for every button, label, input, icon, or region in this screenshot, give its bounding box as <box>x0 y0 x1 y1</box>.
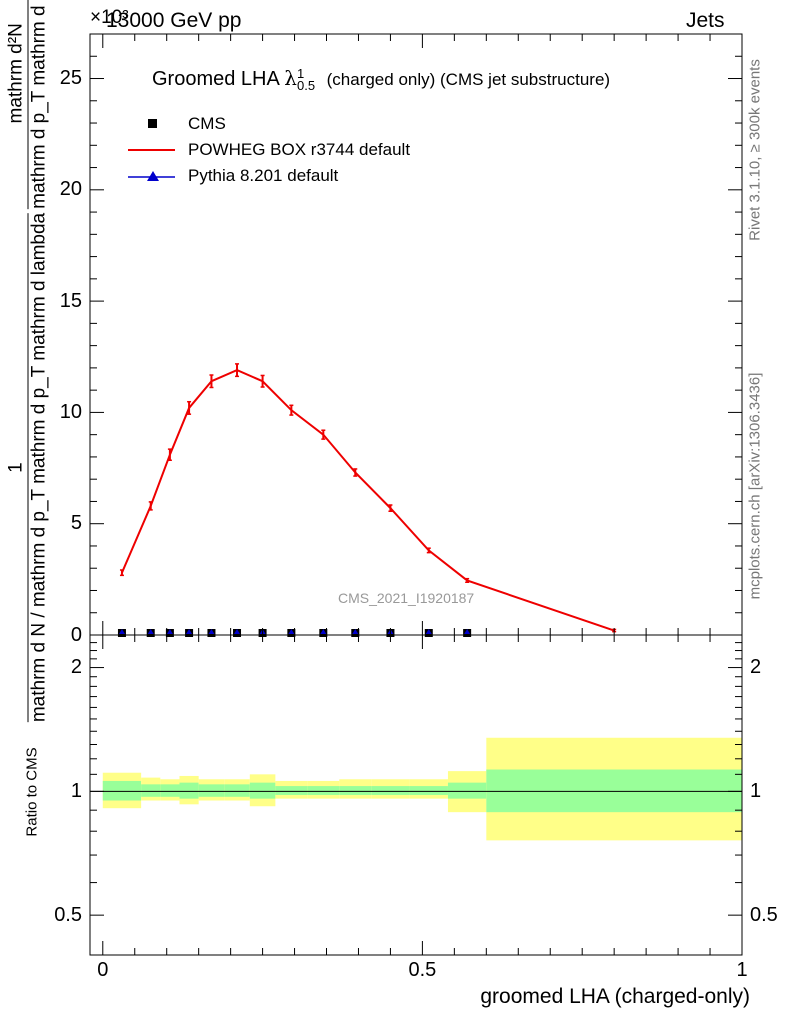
ratio-inner-band <box>371 786 410 795</box>
main-y-tick-label: 5 <box>70 512 82 535</box>
ratio-inner-band <box>339 786 372 795</box>
ratio-inner-band <box>249 782 276 799</box>
ratio-inner-band <box>275 786 308 795</box>
powheg-series-line <box>121 369 615 632</box>
ratio-y-tick-label-left: 2 <box>70 656 82 679</box>
legend-pythia-triangle <box>147 171 159 181</box>
pythia-point <box>352 629 359 634</box>
pythia-point <box>288 629 295 634</box>
mcplots-label: mcplots.cern.ch [arXiv:1306.3436] <box>746 372 764 600</box>
main-y-tick-label: 15 <box>59 289 82 312</box>
legend-title-rest: (charged only) (CMS jet substructure) <box>326 70 611 89</box>
pythia-point <box>234 629 241 634</box>
legend-entry-cms: CMS <box>188 114 226 133</box>
pythia-point <box>425 629 432 634</box>
legend-cms-marker <box>148 119 157 128</box>
legend-title-sup: 1 <box>296 65 305 81</box>
ratio-y-tick-label-left: 0.5 <box>54 903 82 926</box>
ratio-inner-band <box>447 782 487 799</box>
main-series-group <box>117 363 617 637</box>
legend-title-main: Groomed LHA <box>152 68 279 90</box>
legend-title-sub: 0.5 <box>296 77 316 93</box>
ratio-inner-band <box>179 782 199 799</box>
ratio-inner-band <box>160 784 180 797</box>
x-tick-label: 0.5 <box>408 958 437 981</box>
ratio-plot-frame <box>89 634 743 956</box>
y-axis-title: 1 mathrm d N / mathrm d p_T mathrm d p_T… <box>5 0 51 723</box>
ratio-y-tick-label-right: 2 <box>750 656 762 679</box>
x-axis-title: groomed LHA (charged-only) <box>480 985 750 1008</box>
ratio-y-tick-label-right: 1 <box>750 779 762 802</box>
y-axis-title-numerator-2: mathrm d²N <box>5 23 27 124</box>
legend-entry-pythia: Pythia 8.201 default <box>188 166 339 185</box>
ratio-y-tick-label-right: 0.5 <box>750 903 778 926</box>
x-tick-label: 0 <box>97 958 109 981</box>
pythia-point <box>147 629 154 634</box>
legend-title-lambda: λ <box>284 66 297 90</box>
ratio-inner-band <box>198 784 225 797</box>
y-axis-title-numerator-1: 1 <box>5 462 27 473</box>
main-y-tick-label: 0 <box>70 623 82 646</box>
ratio-inner-band <box>486 769 742 813</box>
axis-ticks <box>90 33 743 956</box>
ratio-inner-band <box>102 780 142 801</box>
header-collision-label: 13000 GeV pp <box>106 9 242 32</box>
x-tick-label: 1 <box>736 958 748 981</box>
y-axis-title-denominator-2: mathrm d p_T mathrm d lambda <box>28 0 50 209</box>
legend-markers <box>128 119 175 181</box>
ratio-inner-band <box>224 784 250 797</box>
pythia-point <box>186 629 193 634</box>
header-process-label: Jets <box>686 9 725 32</box>
legend-title: Groomed LHA λ 1 0.5 (charged only) (CMS … <box>152 66 610 92</box>
ratio-y-tick-label-left: 1 <box>70 779 82 802</box>
axes-frames <box>89 33 743 956</box>
main-y-tick-label: 20 <box>59 178 82 201</box>
pythia-point <box>118 629 125 634</box>
ratio-inner-band <box>307 786 340 795</box>
ratio-uncertainty-bands <box>90 737 742 841</box>
ratio-y-label: Ratio to CMS <box>23 747 41 837</box>
y-axis-title-denominator-1: mathrm d N / mathrm d p_T mathrm d p_T m… <box>28 212 50 723</box>
rivet-label: Rivet 3.1.10, ≥ 300k events <box>746 59 764 241</box>
ratio-inner-band <box>409 786 448 795</box>
main-y-tick-label: 25 <box>59 67 82 90</box>
pythia-point <box>208 629 215 634</box>
main-y-tick-label: 10 <box>59 400 82 423</box>
y-axis-exponent: ×10³ <box>90 7 129 28</box>
pythia-point <box>464 629 471 634</box>
ratio-inner-band <box>141 784 161 797</box>
pythia-point <box>166 629 173 634</box>
analysis-tag: CMS_2021_I1920187 <box>338 590 475 606</box>
pythia-point <box>320 629 327 634</box>
legend-entry-powheg: POWHEG BOX r3744 default <box>188 140 411 159</box>
